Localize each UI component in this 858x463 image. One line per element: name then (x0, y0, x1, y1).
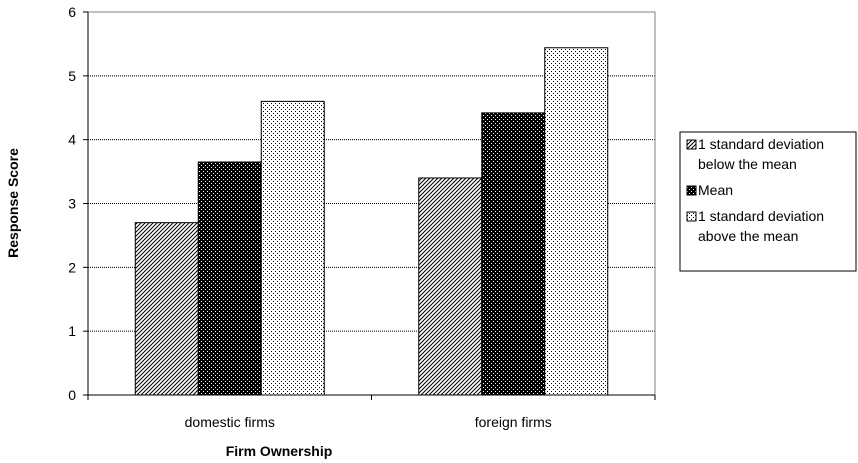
x-tick-label: foreign firms (475, 414, 552, 430)
bar-2-2 (481, 112, 546, 396)
legend-label: above the mean (698, 228, 798, 244)
y-axis-title: Response Score (5, 148, 21, 258)
legend-swatch (686, 211, 697, 222)
legend-item: Mean (686, 182, 733, 198)
legend-swatch (686, 185, 697, 196)
legend-label: Mean (698, 182, 733, 198)
bar-1-2 (197, 161, 262, 396)
legend-label: below the mean (698, 156, 797, 172)
legend-item: 1 standard deviation above the mean (686, 208, 824, 244)
y-tick-label: 6 (68, 4, 76, 20)
y-tick-label: 5 (68, 68, 76, 84)
x-tick-label: domestic firms (185, 414, 275, 430)
x-axis: domestic firms foreign firms (87, 395, 656, 430)
y-tick-label: 1 (68, 323, 76, 339)
legend-label: 1 standard deviation (698, 136, 824, 152)
legend-box (679, 131, 857, 272)
y-tick-label: 0 (68, 387, 76, 403)
bar-1-1 (134, 222, 199, 396)
legend-swatch (686, 139, 697, 150)
bars (134, 47, 609, 396)
bar-2-1 (418, 177, 483, 396)
x-axis-title: Firm Ownership (226, 443, 333, 459)
legend-label: 1 standard deviation (698, 208, 824, 224)
y-tick-label: 4 (68, 132, 76, 148)
y-tick-label: 2 (68, 259, 76, 275)
y-axis: 0 1 2 3 4 5 6 (68, 4, 88, 403)
bar-1-3 (260, 100, 325, 396)
legend-item: 1 standard deviation below the mean (686, 136, 824, 172)
bar-2-3 (544, 47, 609, 396)
y-tick-label: 3 (68, 196, 76, 212)
legend: 1 standard deviation below the mean Mean 1 … (679, 131, 857, 272)
